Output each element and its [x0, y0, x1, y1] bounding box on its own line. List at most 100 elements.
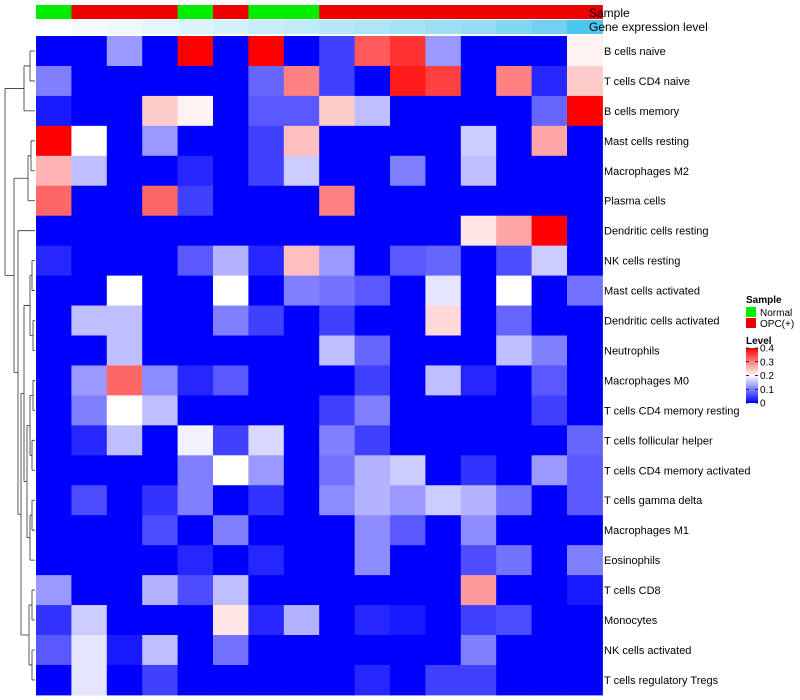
heatmap-cell [142, 125, 179, 157]
heatmap-cell [106, 575, 143, 606]
heatmap-cell [354, 36, 391, 67]
level-tick-label: 0.4 [760, 344, 774, 355]
heatmap-cell [71, 95, 108, 127]
heatmap-cell [390, 36, 426, 67]
heatmap-cell [567, 365, 603, 396]
dendrogram-branch [13, 177, 28, 373]
heatmap-cell [460, 335, 497, 366]
heatmap-cell [248, 455, 285, 486]
heatmap-cell [319, 425, 356, 456]
heatmap-cell [567, 245, 603, 277]
heatmap-cell [248, 125, 285, 157]
heatmap-cell [106, 95, 143, 127]
heatmap-cell [460, 515, 497, 546]
row-label: T cells CD4 memory activated [604, 465, 751, 477]
heatmap-cell [177, 275, 214, 307]
heatmap-cell [177, 215, 214, 247]
heatmap-cell [283, 455, 320, 486]
heatmap-cell [425, 455, 462, 486]
heatmap-cell [460, 275, 497, 307]
sample-legend: Sample Normal OPC(+) [746, 295, 794, 330]
heatmap-cell [283, 485, 320, 516]
sample-annotation-cell [496, 5, 533, 19]
heatmap-cell [177, 36, 214, 67]
heatmap-cell [36, 65, 72, 97]
heatmap-cell [390, 515, 426, 546]
sample-legend-title: Sample [746, 295, 782, 306]
heatmap-cell [106, 185, 143, 217]
heatmap-cell [106, 305, 143, 336]
heatmap-cell [496, 36, 533, 67]
heatmap-cell [425, 575, 462, 606]
heatmap-cell [319, 335, 356, 366]
heatmap-cell [283, 245, 320, 277]
heatmap-cell [106, 455, 143, 486]
heatmap-cell [496, 245, 533, 277]
heatmap-cell [425, 155, 462, 187]
dendrogram-branch [17, 230, 35, 515]
heatmap-cell [390, 215, 426, 247]
heatmap-cell [248, 185, 285, 217]
heatmap-cell [177, 425, 214, 456]
heatmap-cell [354, 395, 391, 426]
heatmap-cell [36, 455, 72, 486]
expression-annotation-title: Gene expression level [589, 20, 708, 34]
sample-annotation-title: Sample [589, 6, 630, 20]
heatmap-cell [354, 664, 391, 696]
heatmap-cell [425, 36, 462, 67]
heatmap-cell [390, 545, 426, 576]
heatmap-cell [425, 335, 462, 366]
heatmap-cell [354, 455, 391, 486]
heatmap-cell [71, 395, 108, 426]
heatmap-cell [319, 455, 356, 486]
heatmap-cell [36, 95, 72, 127]
heatmap-cell [460, 605, 497, 636]
heatmap-cell [319, 215, 356, 247]
level-tick-label: 0.2 [760, 371, 774, 382]
dendrogram-branch [23, 65, 35, 112]
heatmap-cell [36, 664, 72, 696]
heatmap-cell [283, 395, 320, 426]
heatmap-cell [177, 635, 214, 666]
heatmap-cell [71, 545, 108, 576]
heatmap-cell [531, 95, 568, 127]
heatmap-cell [531, 605, 568, 636]
heatmap-cell [319, 65, 356, 97]
row-label: Mast cells resting [604, 136, 689, 148]
heatmap-cell [36, 215, 72, 247]
heatmap-cell [36, 125, 72, 157]
heatmap-cell [213, 635, 249, 666]
heatmap-cell [71, 275, 108, 307]
heatmap-cell [177, 155, 214, 187]
heatmap-cell [71, 65, 108, 97]
heatmap-cell [567, 125, 603, 157]
heatmap-cell [425, 635, 462, 666]
heatmap-cell [142, 95, 179, 127]
heatmap-cell [283, 185, 320, 217]
expression-annotation-cell [71, 20, 108, 34]
heatmap-cell [213, 515, 249, 546]
heatmap-cell [142, 605, 179, 636]
heatmap-cells [36, 36, 603, 696]
heatmap-cell [425, 425, 462, 456]
heatmap-cell [531, 455, 568, 486]
heatmap-cell [531, 545, 568, 576]
legend-normal-label: Normal [760, 308, 792, 319]
heatmap-cell [283, 545, 320, 576]
heatmap-cell [531, 515, 568, 546]
heatmap-cell [319, 245, 356, 277]
heatmap-cell [213, 215, 249, 247]
legend-opc-label: OPC(+) [760, 319, 794, 330]
heatmap-cell [283, 664, 320, 696]
heatmap-cell [177, 605, 214, 636]
heatmap-cell [36, 395, 72, 426]
heatmap-cell [283, 635, 320, 666]
heatmap-cell [177, 515, 214, 546]
heatmap-cell [283, 125, 320, 157]
heatmap-cell [496, 275, 533, 307]
heatmap-cell [36, 305, 72, 336]
heatmap-cell [213, 335, 249, 366]
heatmap-cell [496, 664, 533, 696]
row-label: Eosinophils [604, 555, 661, 567]
